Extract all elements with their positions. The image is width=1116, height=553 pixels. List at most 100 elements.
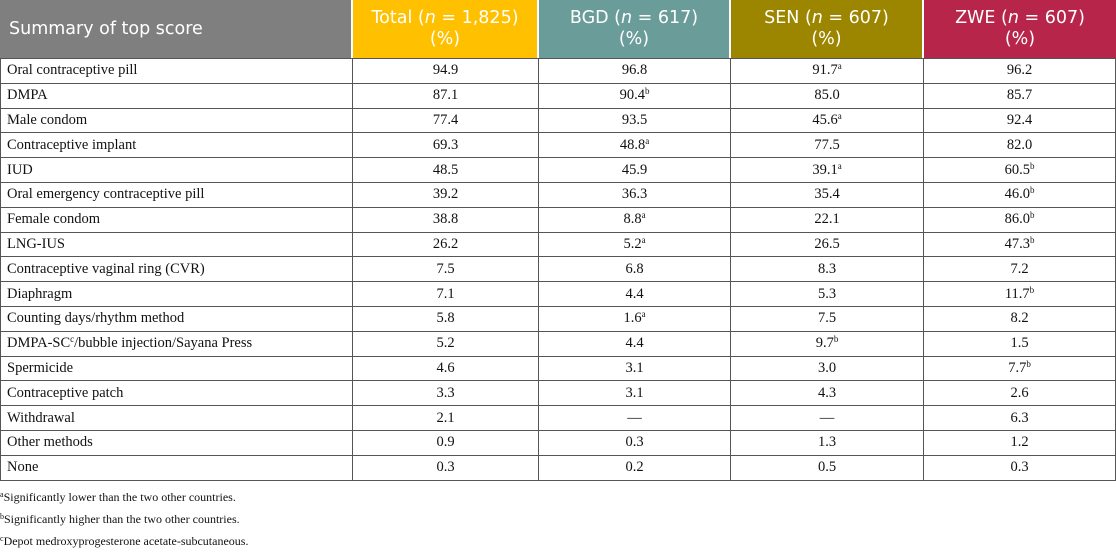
value-cell: — bbox=[731, 406, 924, 431]
table-row: Counting days/rhythm method 5.8 1.6a 7.5 8.2 bbox=[0, 306, 1116, 332]
value-cell: 91.7a bbox=[731, 58, 924, 84]
footnote-mark: a bbox=[837, 61, 842, 72]
value-cell: 39.1a bbox=[731, 158, 924, 183]
footnote: aSignificantly lower than the two other … bbox=[0, 490, 236, 504]
table-row: LNG-IUS 26.2 5.2a 26.5 47.3b bbox=[0, 232, 1116, 258]
footnote-mark: b bbox=[644, 86, 650, 97]
value-cell: 6.8 bbox=[539, 257, 731, 283]
value-cell: 4.3 bbox=[731, 381, 924, 407]
table-row: Female condom 38.8 8.8a 22.1 86.0b bbox=[0, 207, 1116, 233]
value-cell: 87.1 bbox=[353, 83, 539, 109]
value-cell: 8.8a bbox=[539, 207, 731, 233]
value-cell: 0.2 bbox=[539, 455, 731, 481]
table-row: Oral emergency contraceptive pill 39.2 36.… bbox=[0, 182, 1116, 208]
footnote-mark: a bbox=[641, 309, 646, 320]
footnote-mark: b bbox=[1029, 210, 1035, 221]
header-summary: Summary of top score bbox=[0, 0, 353, 58]
value-cell: 11.7b bbox=[924, 282, 1116, 307]
footnote-mark: c bbox=[70, 334, 75, 345]
value-cell: 22.1 bbox=[731, 207, 924, 233]
value-cell: 2.1 bbox=[353, 406, 539, 431]
method-label: Female condom bbox=[0, 207, 353, 233]
value-cell: 85.7 bbox=[924, 83, 1116, 109]
value-cell: 1.5 bbox=[924, 331, 1116, 357]
table-row: Oral contraceptive pill 94.9 96.8 91.7a 96.2 bbox=[0, 58, 1116, 84]
footnotes: aSignificantly lower than the two other … bbox=[0, 486, 1116, 552]
method-label: Contraceptive vaginal ring (CVR) bbox=[0, 257, 353, 283]
value-cell: 0.5 bbox=[731, 455, 924, 481]
table-row: Spermicide 4.6 3.1 3.0 7.7b bbox=[0, 356, 1116, 382]
method-label: Other methods bbox=[0, 430, 353, 456]
table-row: Contraceptive vaginal ring (CVR) 7.5 6.8 8.… bbox=[0, 257, 1116, 283]
value-cell: 36.3 bbox=[539, 182, 731, 208]
method-label: DMPA bbox=[0, 83, 353, 109]
value-cell: 7.5 bbox=[731, 306, 924, 332]
table-row: Contraceptive implant 69.3 48.8a 77.5 82.0 bbox=[0, 133, 1116, 159]
value-cell: 85.0 bbox=[731, 83, 924, 109]
value-cell: 0.3 bbox=[539, 430, 731, 456]
value-cell: 46.0b bbox=[924, 182, 1116, 208]
header-total: Total (n = 1,825) (%) bbox=[353, 0, 539, 58]
table-row: None 0.3 0.2 0.5 0.3 bbox=[0, 455, 1116, 481]
method-label: Spermicide bbox=[0, 356, 353, 382]
value-cell: 3.0 bbox=[731, 356, 924, 382]
method-label: Oral emergency contraceptive pill bbox=[0, 182, 353, 208]
value-cell: 69.3 bbox=[353, 133, 539, 159]
value-cell: 3.1 bbox=[539, 381, 731, 407]
table-row: Diaphragm 7.1 4.4 5.3 11.7b bbox=[0, 282, 1116, 307]
value-cell: 26.2 bbox=[353, 232, 539, 258]
footnote-mark: b bbox=[1029, 160, 1035, 171]
value-cell: 7.7b bbox=[924, 356, 1116, 382]
value-cell: 1.6a bbox=[539, 306, 731, 332]
value-cell: 77.4 bbox=[353, 108, 539, 134]
footnote-mark: a bbox=[641, 234, 646, 245]
value-cell: 3.3 bbox=[353, 381, 539, 407]
value-cell: 90.4b bbox=[539, 83, 731, 109]
value-cell: 60.5b bbox=[924, 158, 1116, 183]
value-cell: 86.0b bbox=[924, 207, 1116, 233]
value-cell: 77.5 bbox=[731, 133, 924, 159]
value-cell: 39.2 bbox=[353, 182, 539, 208]
table-row: DMPA 87.1 90.4b 85.0 85.7 bbox=[0, 83, 1116, 109]
footnote-mark: b bbox=[833, 334, 839, 345]
value-cell: 96.8 bbox=[539, 58, 731, 84]
method-label: IUD bbox=[0, 158, 353, 183]
footnote-mark: b bbox=[1026, 358, 1031, 369]
header-sen: SEN (n = 607) (%) bbox=[731, 0, 924, 58]
footnote: bSignificantly higher than the two other… bbox=[0, 512, 240, 526]
footnote-mark: a bbox=[837, 160, 842, 171]
value-cell: 6.3 bbox=[924, 406, 1116, 431]
method-label: Contraceptive implant bbox=[0, 133, 353, 159]
table-row: Withdrawal 2.1— —6.3 bbox=[0, 406, 1116, 431]
table-row: Other methods 0.9 0.3 1.3 1.2 bbox=[0, 430, 1116, 456]
value-cell: 38.8 bbox=[353, 207, 539, 233]
method-label: Oral contraceptive pill bbox=[0, 58, 353, 84]
value-cell: 94.9 bbox=[353, 58, 539, 84]
value-cell: 3.1 bbox=[539, 356, 731, 382]
method-label: None bbox=[0, 455, 353, 481]
value-cell: 26.5 bbox=[731, 232, 924, 258]
table-row: Contraceptive patch 3.3 3.1 4.3 2.6 bbox=[0, 381, 1116, 407]
value-cell: 5.3 bbox=[731, 282, 924, 307]
value-cell: 5.2a bbox=[539, 232, 731, 258]
table-row: DMPA-SCc/bubble injection/Sayana Press 5.… bbox=[0, 331, 1116, 357]
summary-table: Summary of top score Total (n = 1,825) (%… bbox=[0, 0, 1116, 481]
value-cell: 9.7b bbox=[731, 331, 924, 357]
footnote-mark: b bbox=[1029, 284, 1035, 295]
value-cell: 93.5 bbox=[539, 108, 731, 134]
table-header: Summary of top score Total (n = 1,825) (%… bbox=[0, 0, 1116, 58]
method-label: Male condom bbox=[0, 108, 353, 134]
value-cell: 4.6 bbox=[353, 356, 539, 382]
value-cell: 1.2 bbox=[924, 430, 1116, 456]
value-cell: 2.6 bbox=[924, 381, 1116, 407]
footnote-mark: a bbox=[837, 110, 842, 121]
value-cell: 7.2 bbox=[924, 257, 1116, 283]
table-body: Oral contraceptive pill 94.9 96.8 91.7a 96.2… bbox=[0, 58, 1116, 481]
method-label: Diaphragm bbox=[0, 282, 353, 307]
method-label: Contraceptive patch bbox=[0, 381, 353, 407]
value-cell: 1.3 bbox=[731, 430, 924, 456]
value-cell: 35.4 bbox=[731, 182, 924, 208]
method-label: Withdrawal bbox=[0, 406, 353, 431]
value-cell: 96.2 bbox=[924, 58, 1116, 84]
table-row: IUD 48.5 45.9 39.1a 60.5b bbox=[0, 158, 1116, 183]
